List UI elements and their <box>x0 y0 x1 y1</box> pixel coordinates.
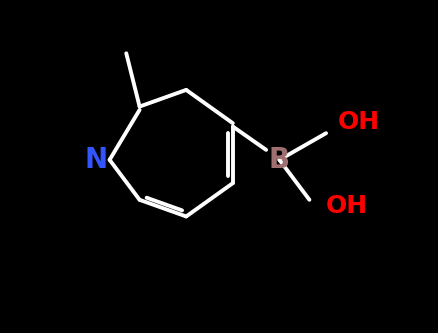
Text: OH: OH <box>325 194 367 218</box>
Text: N: N <box>85 146 108 174</box>
Text: B: B <box>268 146 290 174</box>
Text: OH: OH <box>337 110 379 134</box>
